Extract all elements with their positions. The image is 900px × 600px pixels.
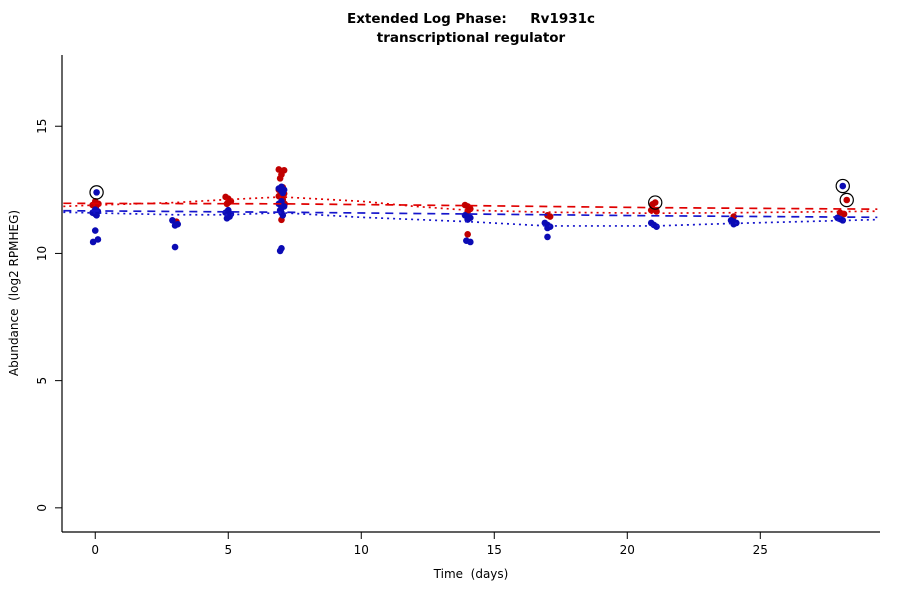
x-tick-label: 20 xyxy=(620,543,635,557)
y-tick-label: 10 xyxy=(35,246,49,261)
highlight-ring xyxy=(89,185,104,200)
data-point-red xyxy=(464,231,471,238)
data-point-blue xyxy=(171,222,179,229)
trend-line-red-dotted xyxy=(63,196,878,215)
trend-line-blue-dashed xyxy=(63,209,878,219)
data-point-blue xyxy=(467,238,474,246)
trend-line-blue-dotted xyxy=(63,211,878,227)
x-tick-label: 25 xyxy=(753,543,768,557)
data-point-blue xyxy=(89,238,97,246)
chart-subtitle: transcriptional regulator xyxy=(376,30,566,46)
x-tick-label: 15 xyxy=(487,543,502,557)
data-point-blue xyxy=(223,215,231,222)
highlight-ring xyxy=(648,195,663,210)
x-axis-label: Time (days) xyxy=(433,567,509,581)
chart-title: Extended Log Phase: Rv1931c xyxy=(346,11,596,27)
x-tick-label: 0 xyxy=(91,543,99,557)
highlighted-data-point xyxy=(843,196,851,204)
y-tick-label: 0 xyxy=(35,504,49,512)
data-point-red xyxy=(275,166,283,173)
data-point-red xyxy=(276,175,284,182)
highlighted-data-point xyxy=(839,182,847,190)
data-point-blue xyxy=(653,223,660,231)
data-point-blue xyxy=(91,227,99,234)
data-point-blue xyxy=(544,233,551,241)
data-point-blue xyxy=(171,243,179,251)
x-tick-label: 10 xyxy=(354,543,369,557)
highlighted-data-point xyxy=(93,189,100,196)
data-point-blue xyxy=(276,247,284,255)
highlight-ring xyxy=(835,178,850,194)
data-point-red xyxy=(546,213,554,220)
y-tick-label: 5 xyxy=(35,377,49,385)
data-point-red xyxy=(223,200,231,208)
data-point-blue xyxy=(839,217,847,224)
data-point-blue xyxy=(279,211,287,219)
y-tick-label: 15 xyxy=(35,119,49,134)
trend-line-red-dashed xyxy=(63,202,878,211)
y-axis-label: Abundance (log2 RPMHEG) xyxy=(7,209,21,377)
highlighted-data-point xyxy=(651,199,659,206)
data-point-blue xyxy=(169,217,176,224)
data-point-red xyxy=(840,210,848,218)
x-tick-label: 5 xyxy=(224,543,232,557)
highlight-ring xyxy=(839,192,854,208)
data-point-blue xyxy=(279,189,287,197)
